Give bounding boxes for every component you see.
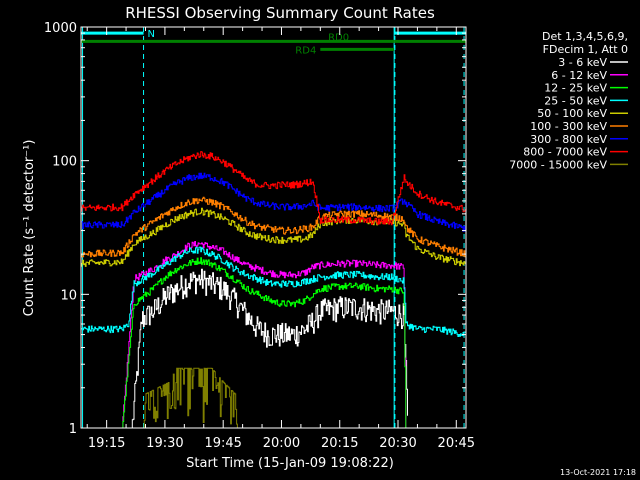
legend-label-7: 800 - 7000 keV	[523, 146, 607, 159]
y-tick-label-0: 1	[69, 422, 77, 437]
series-line-4	[81, 207, 466, 267]
series-line-1	[81, 241, 417, 428]
plot-area: N RD0 RD4	[81, 27, 466, 428]
annotation-label-0: N	[148, 29, 155, 40]
annotation-label-1: RD0	[328, 32, 349, 43]
legend-label-1: 6 - 12 keV	[551, 69, 607, 82]
x-tick-label-4: 20:15	[321, 436, 358, 451]
plot-frame	[80, 26, 467, 429]
x-tick-label-1: 19:30	[146, 436, 183, 451]
series-line-6	[81, 172, 466, 232]
chart-title: RHESSI Observing Summary Count Rates	[125, 4, 435, 22]
x-tick-label-2: 19:45	[204, 436, 241, 451]
footer-timestamp: 13-Oct-2021 17:18	[560, 468, 636, 477]
series-line-7	[81, 151, 466, 226]
legend-label-4: 50 - 100 keV	[537, 107, 607, 120]
annotation-label-2: RD4	[295, 45, 316, 56]
series-line-2	[81, 257, 417, 428]
x-tick-label-0: 19:15	[88, 436, 125, 451]
legend-header-1: FDecim 1, Att 0	[543, 43, 628, 56]
x-tick-label-6: 20:45	[438, 436, 475, 451]
series-line-8	[81, 367, 466, 428]
x-axis-label: Start Time (15-Jan-09 19:08:22)	[186, 456, 394, 471]
legend-label-8: 7000 - 15000 keV	[509, 158, 607, 171]
legend-header-0: Det 1,3,4,5,6,9,	[542, 30, 628, 43]
series-line-5	[81, 196, 466, 258]
legend-label-0: 3 - 6 keV	[558, 56, 607, 69]
legend-label-6: 300 - 800 keV	[530, 133, 607, 146]
y-tick-label-2: 100	[52, 155, 77, 170]
axes: 19:15 19:30 19:45 20:00 20:15 20:30 20:45 1 10 10…	[44, 21, 475, 451]
legend-label-2: 12 - 25 keV	[544, 82, 607, 95]
series-line-0	[81, 268, 408, 428]
x-tick-label-3: 20:00	[263, 436, 300, 451]
legend-label-3: 25 - 50 keV	[544, 94, 607, 107]
legend: Det 1,3,4,5,6,9,FDecim 1, Att 03 - 6 keV…	[509, 30, 628, 171]
legend-label-5: 100 - 300 keV	[530, 120, 607, 133]
y-tick-label-3: 1000	[44, 21, 77, 36]
x-tick-label-5: 20:30	[379, 436, 416, 451]
y-axis-label: Count Rate (s⁻¹ detector⁻¹)	[22, 140, 37, 317]
y-tick-label-1: 10	[60, 288, 77, 303]
series-line-3	[81, 246, 466, 337]
